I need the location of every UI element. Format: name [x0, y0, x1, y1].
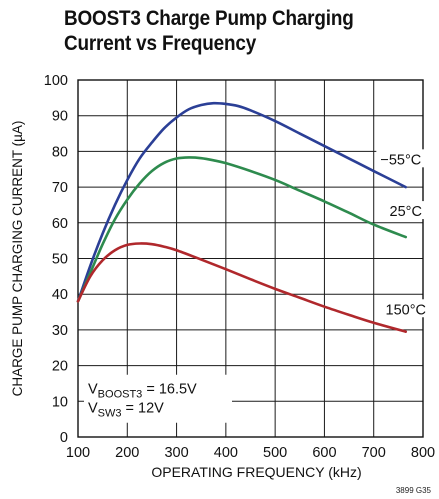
series-label-bg [381, 299, 431, 318]
figure-reference: 3899 G35 [395, 486, 431, 495]
y-axis-label: CHARGE PUMP CHARGING CURRENT (µA) [10, 121, 25, 397]
series-label: −55°C [380, 152, 421, 168]
series-line-2 [76, 242, 408, 333]
y-tick-label: 100 [44, 73, 68, 89]
x-tick-label: 400 [214, 445, 238, 461]
y-tick-label: 90 [52, 109, 68, 125]
condition-text: VBOOST3 = 16.5V [88, 382, 197, 401]
y-tick-label: 60 [52, 216, 68, 232]
y-tick-label: 40 [52, 287, 68, 303]
series-label-bg [376, 149, 426, 168]
x-tick-label: 800 [411, 445, 435, 461]
series-lines [76, 101, 408, 333]
x-tick-label: 300 [164, 445, 188, 461]
y-tick-label: 70 [52, 180, 68, 196]
chart-title-line-1: BOOST3 Charge Pump Charging [64, 6, 354, 30]
x-tick-label: 100 [66, 445, 90, 461]
y-tick-label: 50 [52, 252, 68, 268]
series-line-1 [76, 156, 408, 303]
plot-frame [77, 79, 424, 438]
axes: 100 200 300 400 500 600 700 800 0 10 20 30 40 50 60 70 8… [10, 73, 435, 480]
series-label: 25°C [390, 204, 422, 220]
x-tick-label: 600 [312, 445, 336, 461]
series-label: 150°C [386, 302, 426, 318]
condition-text: VSW3 = 12V [88, 401, 164, 420]
x-tick-label: 700 [362, 445, 386, 461]
condition-box [84, 374, 232, 423]
x-tick-label: 500 [263, 445, 287, 461]
series-line-0 [76, 101, 408, 303]
y-tick-label: 0 [60, 430, 68, 446]
x-tick-label: 200 [115, 445, 139, 461]
y-tick-label: 30 [52, 323, 68, 339]
y-tick-label: 20 [52, 359, 68, 375]
y-tick-label: 80 [52, 144, 68, 160]
y-tick-label: 10 [52, 394, 68, 410]
x-axis-label: OPERATING FREQUENCY (kHz) [151, 464, 361, 480]
series-label-bg [385, 201, 426, 220]
chart-title: BOOST3 Charge Pump Charging Current vs F… [64, 6, 391, 56]
chart-title-line-2: Current vs Frequency [64, 31, 257, 55]
